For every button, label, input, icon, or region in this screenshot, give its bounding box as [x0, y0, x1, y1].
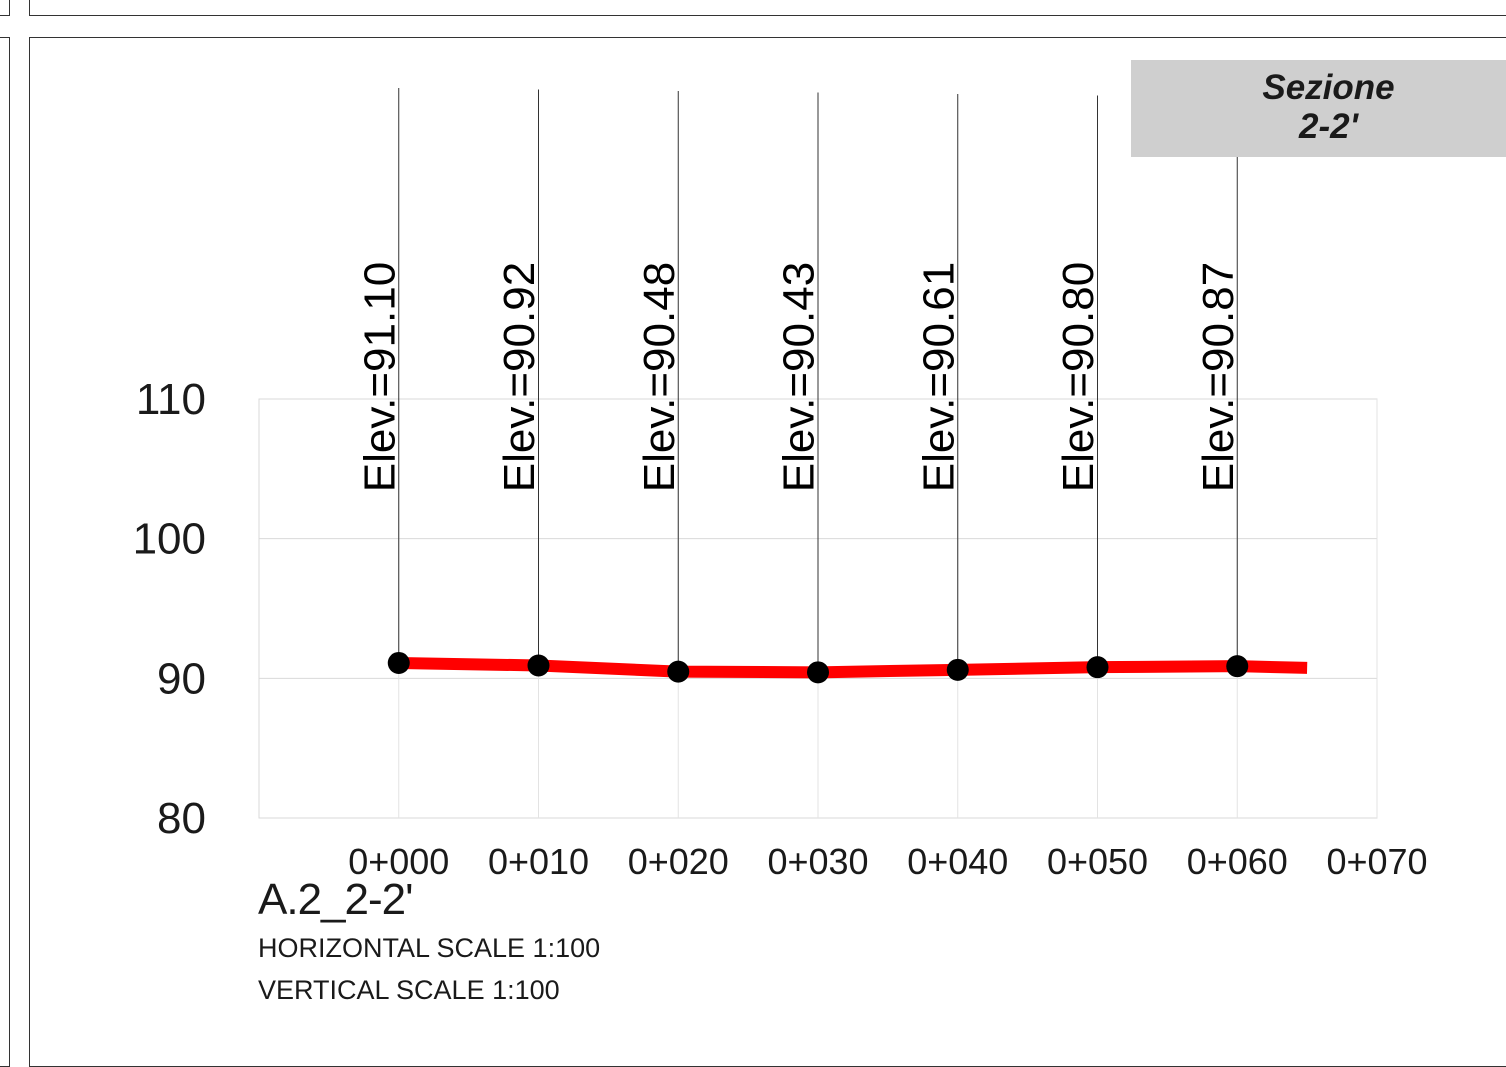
elevation-label: Elev.=91.10 [355, 262, 404, 492]
x-tick-label: 0+000 [348, 841, 449, 882]
elevation-leader-lines [398, 88, 1238, 673]
section-badge-code: 2-2' [1299, 107, 1358, 146]
y-tick-label: 80 [157, 794, 206, 843]
section-badge: Sezione 2-2' [1131, 60, 1506, 157]
elevation-label: Elev.=90.61 [914, 262, 963, 492]
elevation-label: Elev.=90.80 [1054, 262, 1103, 492]
profile-series [398, 656, 1308, 679]
x-tick-label: 0+050 [1047, 841, 1148, 882]
station-marker [946, 658, 969, 681]
station-marker [387, 651, 410, 674]
profile-series-line [398, 656, 1308, 679]
station-marker [1226, 655, 1249, 678]
station-markers [387, 651, 1249, 684]
x-axis-ticks: 0+000 0+010 0+020 0+030 0+040 0+050 0+060 0+070 [348, 841, 1427, 882]
x-tick-label: 0+060 [1187, 841, 1288, 882]
elevation-label: Elev.=90.87 [1194, 262, 1243, 492]
x-tick-label: 0+040 [907, 841, 1008, 882]
drawing-frame-top [29, 0, 1506, 16]
y-tick-label: 110 [136, 375, 206, 424]
elevation-label: Elev.=90.48 [635, 262, 684, 492]
drawing-frame-top-left [0, 0, 10, 16]
x-tick-label: 0+070 [1326, 841, 1427, 882]
y-tick-label: 90 [157, 654, 206, 703]
station-marker [527, 654, 550, 677]
vertical-scale-label: VERTICAL SCALE 1:100 [258, 975, 560, 1005]
station-marker [807, 661, 829, 684]
elevation-labels: Elev.=91.10 Elev.=90.92 Elev.=90.48 Elev.=9… [355, 262, 1243, 492]
x-tick-label: 0+010 [488, 841, 589, 882]
x-tick-label: 0+030 [767, 841, 868, 882]
x-tick-label: 0+020 [628, 841, 729, 882]
drawing-frame-main [29, 37, 1506, 1067]
y-axis-ticks: 80 90 100 110 [133, 375, 206, 843]
elevation-label: Elev.=90.43 [775, 262, 824, 492]
elevation-label: Elev.=90.92 [495, 262, 544, 492]
station-marker [1086, 656, 1109, 679]
section-badge-title: Sezione [1262, 68, 1395, 107]
horizontal-scale-label: HORIZONTAL SCALE 1:100 [258, 933, 601, 963]
profile-title: A.2_2-2' [258, 875, 414, 924]
station-marker [667, 660, 690, 683]
y-tick-label: 100 [133, 515, 206, 564]
